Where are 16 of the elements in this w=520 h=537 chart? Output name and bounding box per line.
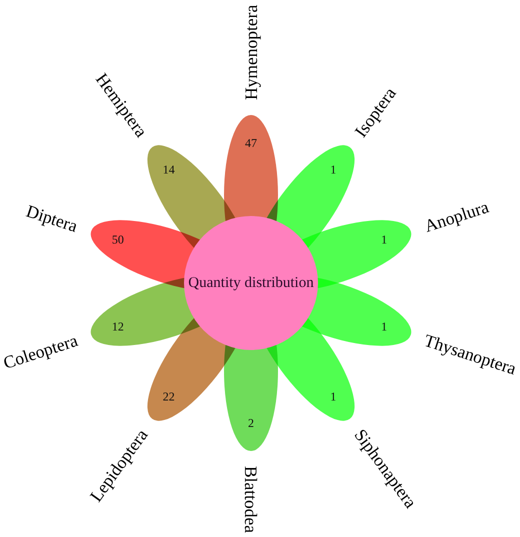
data-label: 14 [162, 162, 175, 177]
data-label: 50 [112, 232, 124, 247]
data-label: 1 [381, 232, 388, 247]
category-label: Hymenoptera [241, 4, 261, 100]
data-label: 12 [112, 319, 124, 334]
data-label: 1 [330, 162, 336, 177]
data-label: 47 [245, 136, 257, 150]
category-label: Blattodea [241, 466, 261, 534]
data-label: 2 [248, 416, 254, 430]
category-label: Diptera [24, 200, 80, 236]
category-label: Coleoptera [0, 330, 80, 373]
data-label: 1 [330, 389, 336, 404]
text: Quantity distribution [188, 275, 314, 291]
category-label: Anoplura [422, 196, 492, 236]
data-label: 22 [162, 389, 175, 404]
data-label: 1 [381, 319, 388, 334]
